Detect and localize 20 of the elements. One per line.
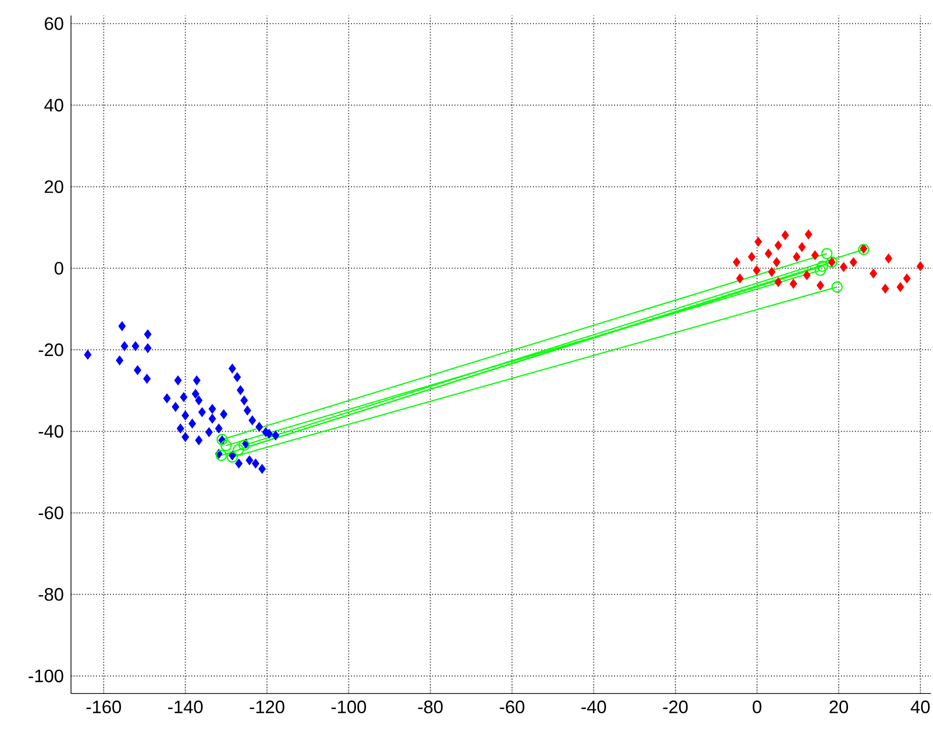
x-tick-label: 0: [752, 700, 762, 714]
y-tick-label: 60: [44, 17, 64, 30]
y-tick-label: 40: [44, 98, 64, 112]
x-tick-label: -80: [418, 700, 443, 714]
x-tick-label: -100: [331, 700, 366, 714]
x-tick-label: 20: [830, 700, 848, 714]
y-tick-label: -40: [38, 424, 64, 438]
x-tick-label: -140: [168, 700, 203, 714]
x-tick-label: -120: [250, 700, 284, 714]
y-tick-label: -100: [28, 670, 64, 682]
x-tick-label: -40: [582, 700, 606, 714]
y-tick-label: -20: [38, 343, 64, 356]
x-tick-label: -20: [663, 700, 688, 714]
x-tick-label: -160: [86, 700, 121, 714]
y-tick-label: -60: [38, 506, 64, 520]
x-tick-label: 40: [910, 700, 930, 714]
y-tick-label: 20: [44, 180, 64, 194]
y-tick-label: -80: [38, 588, 64, 601]
y-tick-label: 0: [54, 262, 64, 275]
x-tick-label: -60: [500, 700, 524, 714]
